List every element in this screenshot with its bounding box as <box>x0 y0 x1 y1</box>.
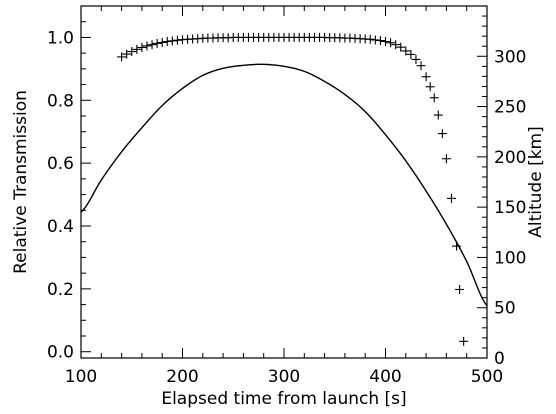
x-tick-label: 200 <box>166 367 198 387</box>
transmission-point <box>370 35 380 45</box>
y2-tick-label: 50 <box>494 299 516 319</box>
transmission-point <box>386 38 396 48</box>
x-tick-label: 100 <box>65 367 97 387</box>
x-tick-label: 400 <box>369 367 401 387</box>
transmission-point <box>127 47 137 57</box>
tick-labels: 100 200 300 400 500 0.0 0.2 0.4 0.6 0.8 1.0 0 50 100 1… <box>47 28 527 387</box>
transmission-point <box>152 38 162 48</box>
transmission-point <box>455 284 465 294</box>
y2-tick-label: 0 <box>494 349 505 369</box>
y2-tick-label: 250 <box>494 98 526 118</box>
transmission-point <box>381 37 390 47</box>
y2-tick-label: 150 <box>494 198 526 218</box>
transmission-point <box>416 61 426 71</box>
y2-tick-label: 300 <box>494 47 526 67</box>
y-axis-title: Relative Transmission <box>11 90 31 274</box>
transmission-point <box>172 35 182 45</box>
altitude-curve <box>80 63 488 307</box>
transmission-point <box>459 336 469 346</box>
y2-axis-title: Altitude [km] <box>526 126 546 238</box>
y-tick-label: 0.2 <box>47 280 74 300</box>
transmission-point <box>425 82 435 92</box>
transmission-point <box>117 52 127 62</box>
y2-tick-label: 100 <box>494 248 526 268</box>
plot-frame <box>80 5 488 359</box>
transmission-point <box>446 193 456 203</box>
axis-ticks <box>80 5 488 359</box>
y-tick-label: 0.4 <box>47 217 74 237</box>
transmission-point <box>411 54 421 64</box>
transmission-point <box>375 36 385 46</box>
transmission-point <box>162 37 172 47</box>
y2-tick-label: 200 <box>494 148 526 168</box>
transmission-point <box>137 42 147 52</box>
series-marks <box>80 32 488 346</box>
y-tick-label: 1.0 <box>47 28 74 48</box>
transmission-point <box>437 129 447 139</box>
transmission-point <box>433 110 443 120</box>
y-tick-label: 0.0 <box>47 343 74 363</box>
x-tick-label: 500 <box>471 367 503 387</box>
transmission-point <box>132 44 142 54</box>
y-tick-label: 0.6 <box>47 154 74 174</box>
y-tick-label: 0.8 <box>47 91 74 111</box>
transmission-point <box>421 72 431 82</box>
plot-border <box>80 5 488 359</box>
transmission-point <box>406 49 416 59</box>
transmission-point <box>122 49 132 59</box>
transmission-point <box>396 42 406 52</box>
transmission-point <box>157 37 167 47</box>
transmission-point <box>167 36 177 46</box>
transmission-point <box>391 40 401 50</box>
transmission-point <box>401 46 411 56</box>
transmission-point <box>147 40 157 50</box>
transmission-point <box>441 154 451 164</box>
x-axis-title: Elapsed time from launch [s] <box>161 389 406 409</box>
transmission-point <box>365 34 375 44</box>
x-tick-label: 300 <box>268 367 300 387</box>
transmission-point <box>429 93 439 103</box>
transmission-point <box>142 41 152 51</box>
